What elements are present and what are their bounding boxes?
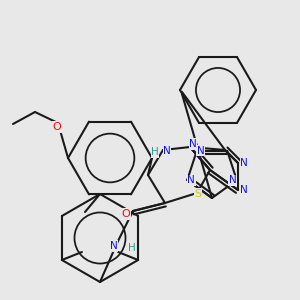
Text: N: N	[197, 146, 205, 156]
Text: O: O	[122, 209, 130, 219]
Text: O: O	[52, 122, 62, 132]
Text: N: N	[240, 185, 248, 195]
Text: N: N	[189, 139, 197, 149]
Text: N: N	[110, 241, 118, 251]
Text: N: N	[240, 158, 248, 168]
Text: N: N	[229, 175, 237, 185]
Text: H: H	[128, 243, 136, 253]
Text: S: S	[194, 189, 202, 199]
Text: N: N	[163, 146, 171, 156]
Text: H: H	[151, 147, 159, 157]
Text: N: N	[188, 175, 195, 185]
